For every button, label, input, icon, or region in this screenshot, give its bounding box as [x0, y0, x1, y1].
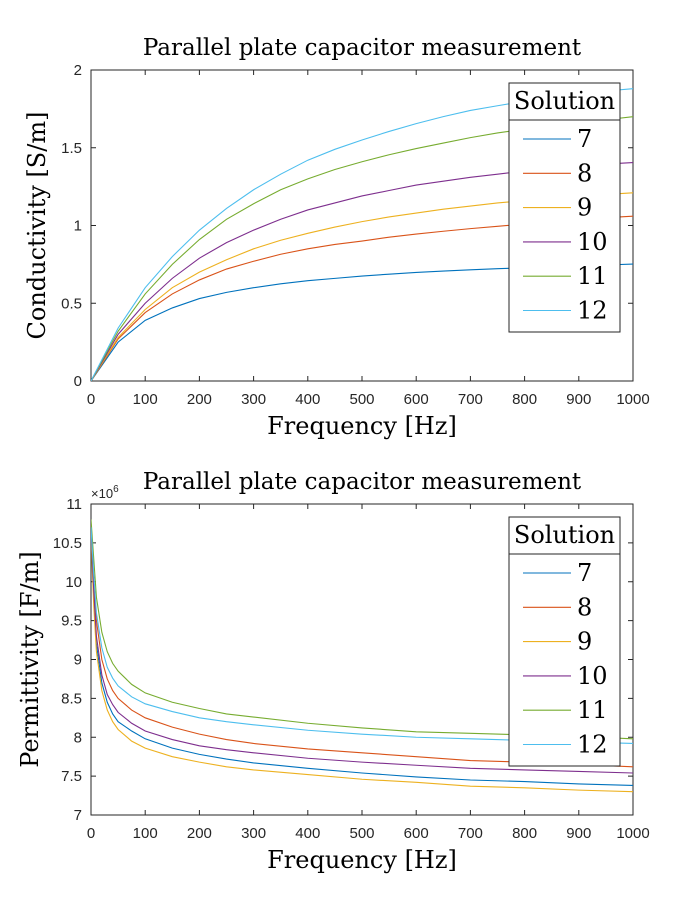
exponent-power: 6 — [113, 484, 119, 495]
y-tick-label: 10 — [65, 574, 82, 591]
y-axis-exponent: ×106 — [91, 484, 119, 501]
x-axis-label: Frequency [Hz] — [267, 846, 457, 874]
x-tick-label: 400 — [295, 391, 320, 408]
x-tick-label: 0 — [87, 825, 95, 842]
legend-entry-8: 8 — [577, 159, 592, 187]
series-line-11 — [91, 519, 633, 740]
x-tick-label: 0 — [87, 391, 95, 408]
x-tick-label: 900 — [566, 825, 591, 842]
y-tick-label: 1.5 — [61, 140, 82, 157]
x-tick-label: 500 — [349, 391, 374, 408]
x-tick-label: 100 — [133, 391, 158, 408]
x-tick-label: 700 — [458, 825, 483, 842]
y-tick-label: 8 — [74, 729, 82, 746]
legend-entry-10: 10 — [577, 662, 608, 690]
x-tick-label: 300 — [241, 391, 266, 408]
subplot-2: 0 100 200 300 400 500 600 700 800 900 1000 7 7.5 8 8.5… — [16, 469, 650, 874]
x-tick-label: 600 — [404, 825, 429, 842]
legend-entry-7: 7 — [577, 125, 592, 153]
legend-entry-12: 12 — [577, 297, 608, 325]
y-tick-label: 7 — [74, 807, 82, 824]
x-tick-label: 400 — [295, 825, 320, 842]
y-axis-label: Conductivity [S/m] — [23, 112, 51, 340]
legend-entry-12: 12 — [577, 731, 608, 759]
legend-title: Solution — [514, 87, 615, 115]
series-line-8 — [91, 523, 633, 768]
legend-entry-9: 9 — [577, 628, 592, 656]
x-tick-label: 800 — [512, 391, 537, 408]
x-tick-label: 600 — [404, 391, 429, 408]
y-tick-label: 9.5 — [61, 613, 82, 630]
x-tick-label: 200 — [187, 391, 212, 408]
y-tick-label: 0 — [74, 373, 82, 390]
y-axis-label: Permittivity [F/m] — [16, 551, 44, 767]
legend-entry-10: 10 — [577, 228, 608, 256]
y-tick-label: 10.5 — [53, 535, 82, 552]
legend-entry-9: 9 — [577, 194, 592, 222]
x-axis-label: Frequency [Hz] — [267, 412, 457, 440]
subplot-1: 0 100 200 300 400 500 600 700 800 900 1000 0 0.5 1 1.5… — [23, 35, 650, 440]
chart-title: Parallel plate capacitor measurement — [143, 35, 582, 61]
x-tick-label: 200 — [187, 825, 212, 842]
x-tick-label: 800 — [512, 825, 537, 842]
y-tick-label: 9 — [74, 652, 82, 669]
x-tick-label: 100 — [133, 825, 158, 842]
series-line-9 — [91, 535, 633, 793]
y-tick-label: 11 — [66, 496, 82, 513]
chart-title: Parallel plate capacitor measurement — [143, 469, 582, 495]
y-tick-label: 8.5 — [61, 690, 82, 707]
legend-entry-11: 11 — [577, 262, 608, 290]
legend-entry-7: 7 — [577, 559, 592, 587]
y-tick-label: 1 — [74, 218, 82, 235]
x-tick-label: 1000 — [616, 391, 649, 408]
series-line-12 — [91, 527, 633, 745]
y-tick-label: 7.5 — [61, 768, 82, 785]
x-tick-label: 900 — [566, 391, 591, 408]
x-tick-label: 700 — [458, 391, 483, 408]
legend: Solution 7 8 9 10 11 12 — [508, 82, 621, 333]
y-tick-label: 0.5 — [61, 295, 82, 312]
exponent-base: ×10 — [91, 486, 113, 501]
legend-title: Solution — [514, 521, 615, 549]
y-tick-label: 2 — [74, 62, 82, 79]
x-tick-label: 300 — [241, 825, 266, 842]
x-tick-label: 500 — [349, 825, 374, 842]
x-tick-label: 1000 — [616, 825, 649, 842]
legend-entry-8: 8 — [577, 593, 592, 621]
legend-entry-11: 11 — [577, 696, 608, 724]
series-line-7 — [91, 527, 633, 787]
legend: Solution 7 8 9 10 11 12 — [508, 516, 621, 767]
series-line-10 — [91, 527, 633, 774]
series-group — [91, 519, 633, 793]
